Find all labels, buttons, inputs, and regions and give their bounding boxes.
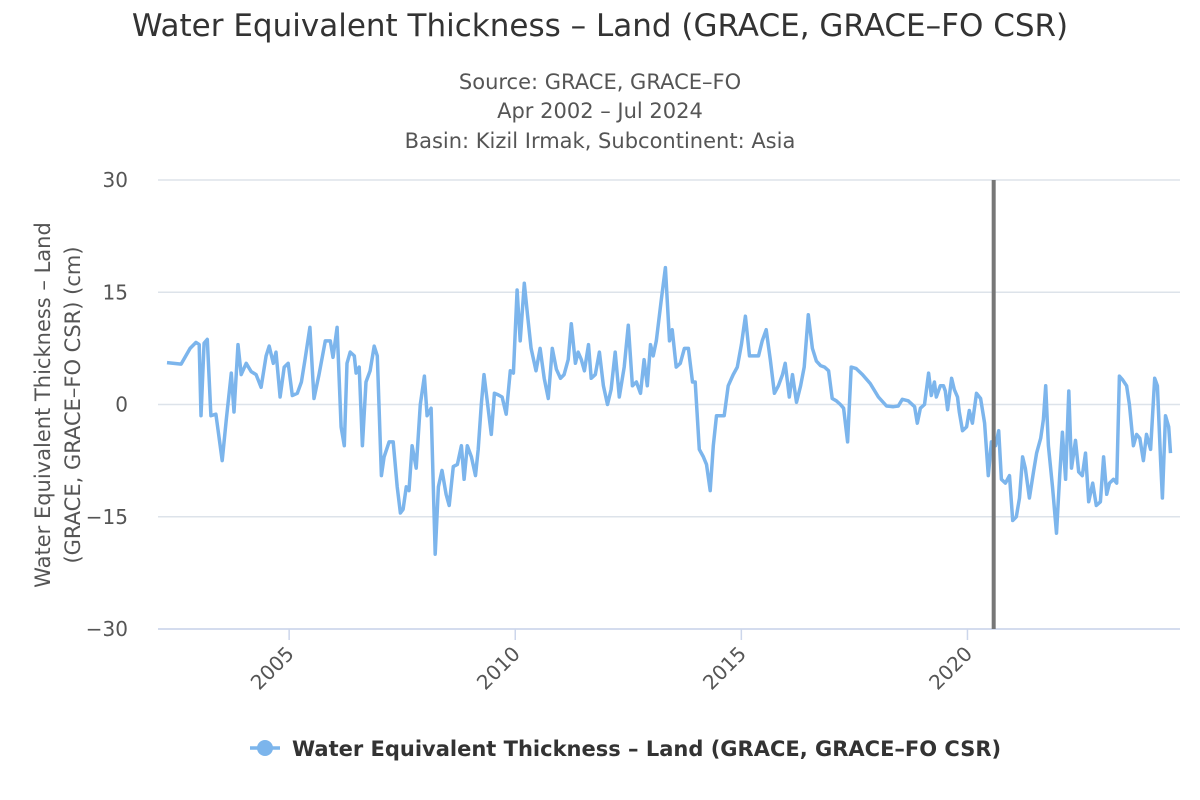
x-tick-label: 2015 bbox=[698, 642, 751, 695]
legend-label: Water Equivalent Thickness – Land (GRACE… bbox=[292, 737, 1001, 761]
x-tick-label: 2020 bbox=[924, 642, 977, 695]
x-tick-label: 2005 bbox=[246, 642, 299, 695]
chart-title: Water Equivalent Thickness – Land (GRACE… bbox=[132, 8, 1068, 44]
legend-item: Water Equivalent Thickness – Land (GRACE… bbox=[250, 737, 1001, 761]
legend-symbol bbox=[257, 740, 273, 756]
y-axis-title: Water Equivalent Thickness – Land bbox=[31, 222, 55, 588]
y-tick-label: 30 bbox=[103, 168, 128, 192]
subtitle: Basin: Kizil Irmak, Subcontinent: Asia bbox=[405, 129, 796, 153]
y-tick-label: 15 bbox=[103, 280, 128, 304]
y-tick-label: 0 bbox=[115, 393, 128, 417]
subtitle: Apr 2002 – Jul 2024 bbox=[497, 99, 703, 123]
y-axis-title: (GRACE, GRACE–FO CSR) (cm) bbox=[61, 246, 85, 563]
y-tick-label: −15 bbox=[86, 505, 128, 529]
data-line bbox=[166, 265, 1173, 556]
y-tick-label: −30 bbox=[86, 617, 128, 641]
subtitle: Source: GRACE, GRACE–FO bbox=[459, 70, 741, 94]
x-tick-label: 2010 bbox=[472, 642, 525, 695]
